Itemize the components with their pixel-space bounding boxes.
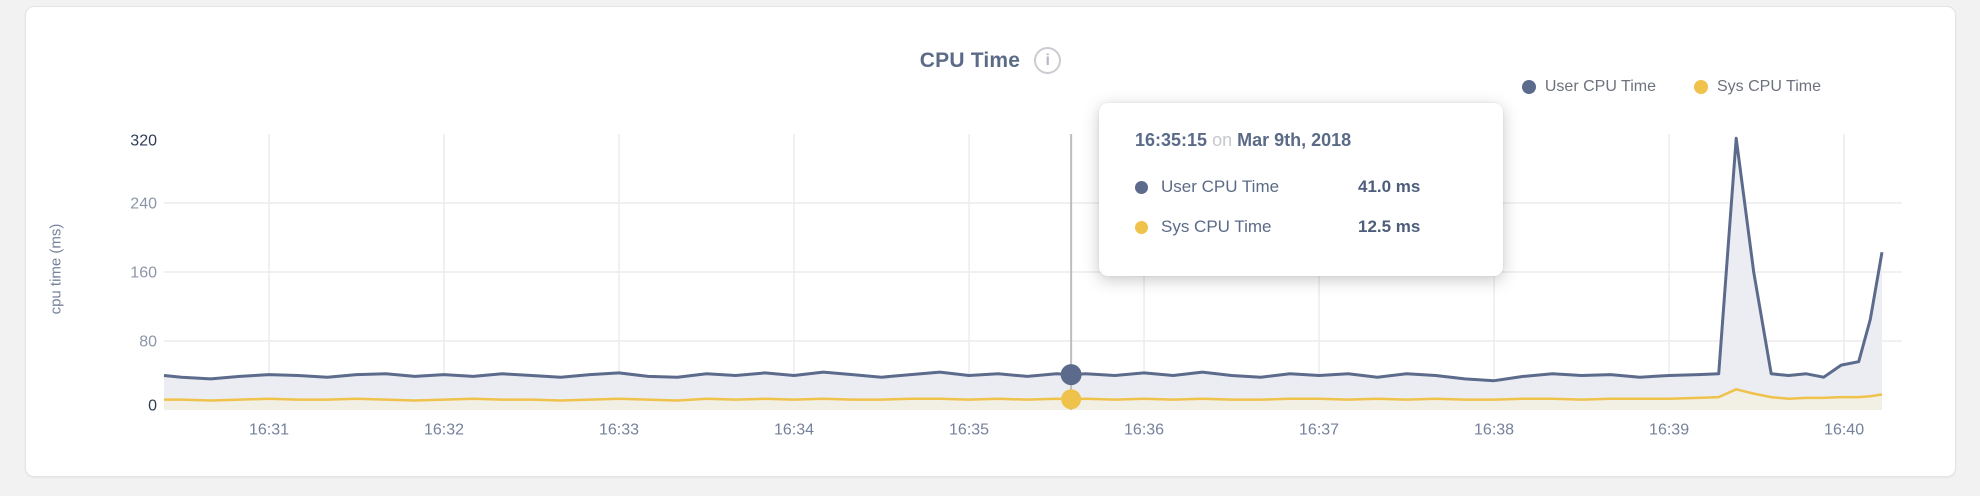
tooltip-row-user: User CPU Time 41.0 ms [1135, 167, 1467, 207]
user-cpu-line [163, 136, 1884, 383]
y-tick-label: 240 [130, 196, 157, 213]
legend-label: User CPU Time [1544, 78, 1656, 95]
info-icon[interactable]: i [1034, 47, 1062, 74]
tooltip-conjunction: on [1212, 130, 1233, 150]
x-tick-label: 16:34 [774, 422, 814, 439]
sys-hover-marker [1061, 389, 1082, 410]
legend-item-user-cpu-time[interactable]: User CPU Time [1521, 78, 1656, 96]
chart-header: CPU Time i [26, 47, 1955, 74]
user-series-dot-icon [1521, 80, 1536, 94]
tooltip-timestamp: 16:35:15 on Mar 9th, 2018 [1135, 130, 1467, 151]
chart-legend: User CPU Time Sys CPU Time [1521, 78, 1821, 96]
x-tick-label: 16:36 [1124, 422, 1164, 439]
tooltip-series-label: User CPU Time [1161, 177, 1280, 196]
user-area-fill [164, 138, 1882, 411]
tooltip-series-value: 41.0 ms [1358, 177, 1421, 196]
x-tick-label: 16:40 [1824, 422, 1864, 439]
sys-series-dot-icon [1135, 220, 1148, 234]
legend-item-sys-cpu-time[interactable]: Sys CPU Time [1693, 78, 1821, 96]
x-tick-label: 16:31 [249, 422, 289, 439]
y-tick-label: 0 [148, 398, 157, 415]
user-hover-marker [1060, 364, 1082, 386]
y-tick-label: 320 [130, 133, 157, 150]
user-series-dot-icon [1135, 180, 1148, 194]
page-title: CPU Time [919, 48, 1021, 72]
tooltip-series-label: Sys CPU Time [1161, 217, 1272, 236]
x-tick-label: 16:32 [424, 422, 464, 439]
tooltip-time: 16:35:15 [1135, 130, 1208, 150]
tooltip-row-sys: Sys CPU Time 12.5 ms [1135, 207, 1467, 247]
x-tick-label: 16:39 [1649, 422, 1689, 439]
cpu-time-chart-card: CPU Time i User CPU Time Sys CPU Time 0 8… [25, 6, 1956, 477]
y-axis-title: cpu time (ms) [48, 224, 65, 315]
legend-label: Sys CPU Time [1716, 78, 1821, 95]
x-tick-label: 16:37 [1299, 422, 1339, 439]
tooltip-date: Mar 9th, 2018 [1237, 130, 1352, 150]
y-tick-label: 80 [139, 334, 157, 351]
sys-series-dot-icon [1693, 80, 1708, 94]
y-tick-label: 160 [130, 265, 157, 282]
x-tick-label: 16:33 [599, 422, 639, 439]
hover-tooltip: 16:35:15 on Mar 9th, 2018 User CPU Time … [1099, 103, 1503, 276]
tooltip-series-value: 12.5 ms [1358, 217, 1421, 236]
x-tick-label: 16:38 [1474, 422, 1514, 439]
x-tick-label: 16:35 [949, 422, 989, 439]
cpu-time-chart-plot[interactable]: 0 80 160 240 320 16:31 16:32 16:33 16:34 16:35 16:… [26, 7, 1957, 478]
